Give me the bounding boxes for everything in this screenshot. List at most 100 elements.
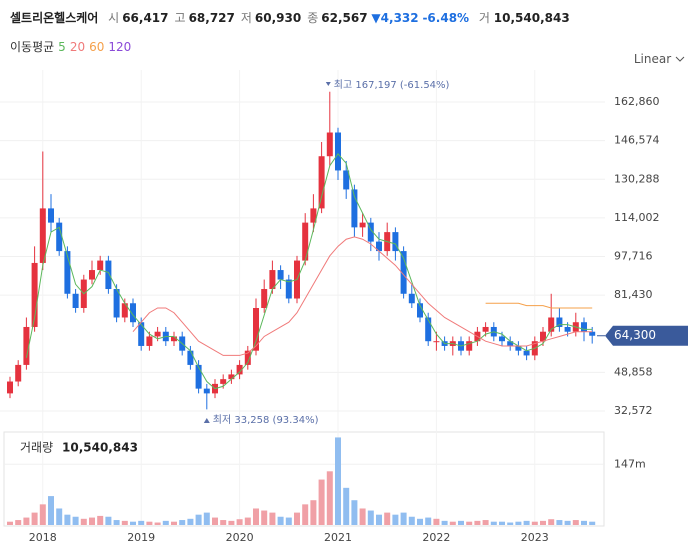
volume-bar: [212, 517, 218, 525]
volume-bar: [441, 520, 448, 525]
volume-bar: [564, 520, 571, 525]
volume-bar: [548, 519, 555, 525]
candle-body: [310, 208, 317, 223]
candle-body: [277, 270, 284, 280]
volume-bar: [523, 520, 530, 525]
x-tick-label: 2018: [29, 531, 57, 544]
candle-body: [39, 208, 46, 263]
volume-title: 거래량: [20, 441, 53, 455]
volume-bar: [466, 521, 473, 525]
volume-bar: [228, 520, 235, 525]
y-tick-label: 48,858: [614, 365, 653, 378]
volume-bar: [31, 512, 38, 525]
candle-body: [121, 303, 128, 318]
candle-body: [269, 270, 276, 290]
volume-bar: [72, 516, 79, 525]
volume-bar: [581, 520, 587, 525]
candle-body: [367, 222, 374, 242]
volume-panel: [3, 431, 605, 527]
volume-bar: [572, 520, 579, 525]
ma-legend-item: 5: [58, 40, 66, 54]
candle-body: [499, 336, 505, 342]
volume-bar: [138, 520, 145, 525]
volume-bar: [130, 521, 136, 525]
volume-bar: [310, 500, 317, 525]
candle-body: [236, 364, 243, 375]
candle-body: [507, 341, 514, 346]
candle-body: [187, 350, 194, 365]
candle-body: [105, 260, 112, 290]
candle-body: [195, 364, 202, 389]
x-tick-label: 2021: [324, 531, 352, 544]
volume-bar: [384, 512, 391, 525]
candle-body: [564, 326, 571, 332]
candle-body: [154, 331, 161, 337]
ma-legend-item: 60: [89, 40, 105, 54]
volume-bar: [531, 521, 538, 525]
volume-bar: [187, 518, 194, 525]
volume-bar: [253, 508, 259, 525]
volume-bar: [89, 517, 95, 525]
volume-bar: [97, 515, 104, 525]
volume-bar: [64, 514, 71, 525]
ma-line: [25, 153, 593, 390]
candle-body: [326, 132, 333, 157]
candle-body: [244, 350, 251, 365]
y-tick-label: 32,572: [614, 404, 653, 417]
min-marker: [203, 418, 210, 423]
candle-body: [253, 308, 259, 351]
volume-bar: [392, 514, 399, 525]
x-tick-label: 2023: [521, 531, 549, 544]
max-marker: [325, 82, 331, 86]
volume-bar: [425, 517, 432, 525]
candle-body: [523, 350, 530, 356]
volume-bar: [449, 521, 456, 525]
volume-bar: [220, 520, 227, 525]
ma-legend-item: 120: [108, 40, 132, 54]
volume-bar: [195, 514, 202, 525]
candle-body: [203, 388, 210, 394]
volume-bar: [7, 521, 13, 525]
volume-bar: [39, 504, 46, 525]
volume-bar: [474, 520, 481, 525]
ma-title: 이동평균: [10, 40, 55, 54]
item-value: 62,567: [321, 11, 368, 25]
candle-body: [89, 270, 95, 280]
candle-body: [425, 317, 432, 342]
volume-bar: [318, 479, 325, 525]
volume-bar: [154, 522, 161, 525]
volume-bar: [515, 521, 522, 525]
y-tick-label: 114,002: [614, 211, 660, 224]
candle-body: [589, 331, 596, 336]
volume-bar: [302, 504, 309, 525]
candle-body: [302, 222, 309, 261]
volume-bar: [277, 516, 284, 525]
volume-bar: [507, 522, 514, 525]
item-label: 종: [307, 11, 319, 25]
scale-selector[interactable]: Linear: [634, 52, 685, 66]
candle-body: [376, 241, 382, 252]
candle-body: [228, 374, 235, 380]
candle-body: [335, 132, 341, 171]
ma-legend-item: 20: [69, 40, 86, 54]
current-price-box: [605, 325, 688, 346]
x-tick-label: 2019: [127, 531, 155, 544]
item-label: 저: [240, 11, 252, 25]
candle-body: [392, 232, 399, 252]
volume-label: 거: [478, 11, 490, 25]
volume-bar: [146, 521, 153, 525]
item-label: 시: [108, 11, 120, 25]
candle-body: [72, 293, 79, 309]
candle-body: [171, 336, 177, 342]
change: 4,332: [380, 11, 419, 25]
volume-bar: [121, 520, 128, 525]
volume-bar: [56, 508, 63, 525]
volume-bar: [351, 500, 358, 525]
candle-body: [261, 289, 268, 309]
volume-bar: [48, 496, 54, 525]
candle-body: [408, 293, 415, 304]
volume-bar: [490, 521, 497, 525]
scale-label: Linear: [633, 52, 672, 66]
candle-body: [48, 208, 54, 223]
